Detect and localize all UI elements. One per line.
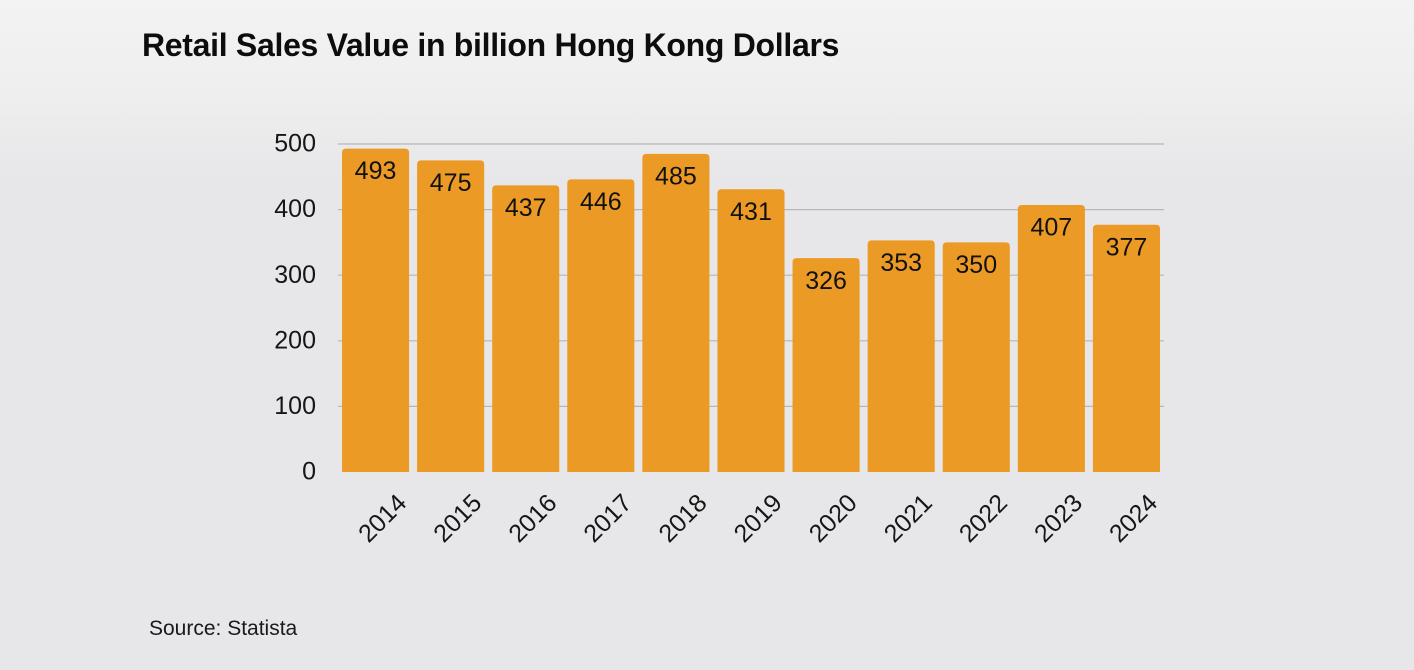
bars: 493 475 437 446 485 431 326 353 350 407 377 [342, 148, 1160, 473]
x-tick-label-2020: 2020 [804, 489, 863, 548]
data-label-2024: 377 [1106, 233, 1148, 261]
y-tick-label: 300 [274, 261, 316, 289]
data-label-2021: 353 [880, 249, 922, 277]
x-tick-label-2022: 2022 [954, 489, 1013, 548]
y-tick-label: 200 [274, 326, 316, 354]
chart-title: Retail Sales Value in billion Hong Kong … [142, 27, 840, 63]
data-label-2015: 475 [430, 169, 472, 197]
x-tick-label-2014: 2014 [353, 489, 412, 548]
x-tick-label-2017: 2017 [578, 489, 637, 548]
x-tick-label-2024: 2024 [1104, 489, 1163, 548]
y-tick-label: 0 [302, 458, 316, 486]
data-label-2023: 407 [1031, 214, 1073, 242]
background-haze [0, 0, 1414, 180]
bar-2021 [867, 240, 935, 472]
y-tick-label: 400 [274, 195, 316, 223]
x-tick-label-2016: 2016 [503, 489, 562, 548]
bar-chart: 493 475 437 446 485 431 326 353 350 407 377 0 100 20… [274, 130, 1164, 548]
bar-2020 [792, 258, 860, 472]
x-axis-ticks: 2014 2015 2016 2017 2018 2019 2020 2021 2022 2023… [353, 489, 1163, 548]
bar-2017 [567, 179, 635, 472]
bar-2016 [492, 185, 560, 472]
x-tick-label-2015: 2015 [428, 489, 487, 548]
bar-2022 [942, 242, 1010, 472]
data-label-2017: 446 [580, 188, 622, 216]
x-tick-label-2023: 2023 [1029, 489, 1088, 548]
bar-2014 [342, 148, 410, 473]
y-tick-label: 100 [274, 392, 316, 420]
data-label-2016: 437 [505, 194, 547, 222]
y-tick-label: 500 [274, 130, 316, 158]
bar-2023 [1017, 205, 1085, 472]
bar-2019 [717, 189, 785, 472]
data-label-2014: 493 [355, 157, 397, 185]
data-label-2020: 326 [805, 267, 847, 295]
x-tick-label-2018: 2018 [653, 489, 712, 548]
source-note: Source: Statista [149, 617, 298, 640]
bar-2018 [642, 153, 710, 472]
x-tick-label-2019: 2019 [729, 489, 788, 548]
data-label-2022: 350 [955, 251, 997, 279]
x-tick-label-2021: 2021 [879, 489, 938, 548]
bar-2015 [417, 160, 485, 472]
data-label-2018: 485 [655, 162, 697, 190]
bar-2024 [1092, 224, 1160, 472]
data-label-2019: 431 [730, 198, 772, 226]
y-axis-ticks: 0 100 200 300 400 500 [274, 130, 316, 486]
